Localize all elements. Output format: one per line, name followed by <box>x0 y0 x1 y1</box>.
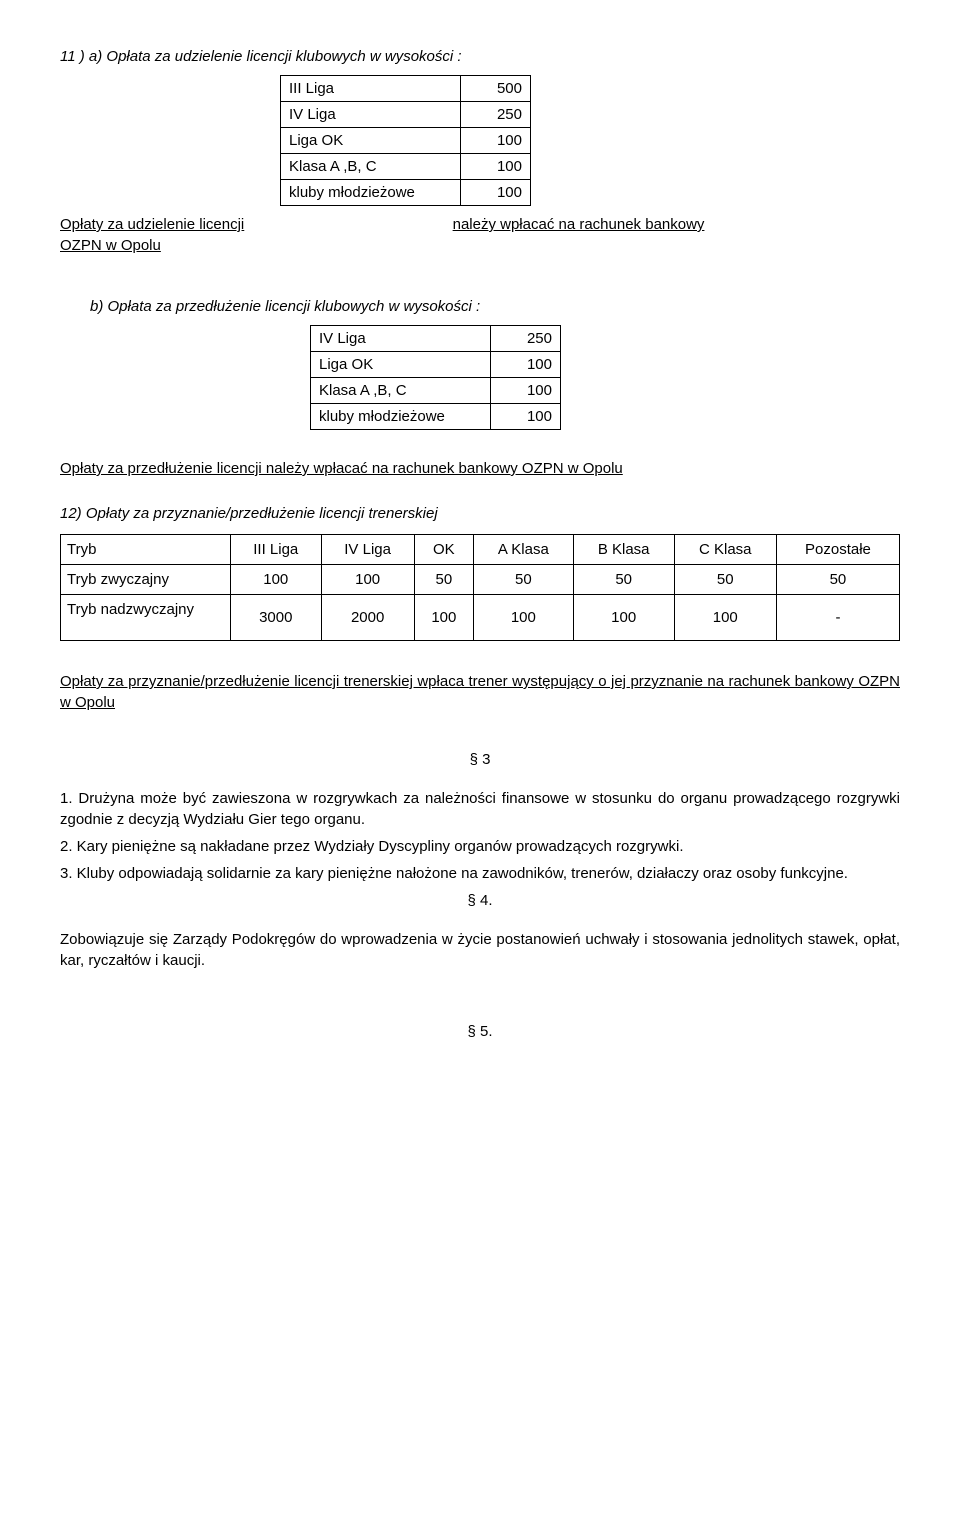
s3-heading: § 3 <box>60 749 900 770</box>
s12-table: Tryb III Liga IV Liga OK A Klasa B Klasa… <box>60 534 900 641</box>
cell: 100 <box>474 595 574 641</box>
cell: III Liga <box>281 76 461 102</box>
cell: 100 <box>231 565 322 595</box>
s11b-table: IV Liga250 Liga OK100 Klasa A ,B, C100 k… <box>310 325 561 430</box>
cell: kluby młodzieżowe <box>281 180 461 206</box>
cell: 100 <box>461 180 531 206</box>
cell: 50 <box>674 565 776 595</box>
th: Tryb <box>61 535 231 565</box>
s11a-table: III Liga500 IV Liga250 Liga OK100 Klasa … <box>280 75 531 206</box>
s3-item: 2. Kary pieniężne są nakładane przez Wyd… <box>60 836 900 857</box>
th: A Klasa <box>474 535 574 565</box>
cell: Tryb zwyczajny <box>61 565 231 595</box>
cell: 50 <box>414 565 473 595</box>
cell: 50 <box>776 565 899 595</box>
section-11b: b) Opłata za przedłużenie licencji klubo… <box>90 296 900 430</box>
s11b-title: b) Opłata za przedłużenie licencji klubo… <box>90 296 900 317</box>
s11b-note: Opłaty za przedłużenie licencji należy w… <box>60 458 900 479</box>
cell: 100 <box>321 565 414 595</box>
cell: IV Liga <box>311 326 491 352</box>
section-11a: 11 ) a) Opłata za udzielenie licencji kl… <box>60 46 900 256</box>
cell: 2000 <box>321 595 414 641</box>
cell: 100 <box>491 352 561 378</box>
cell: 50 <box>573 565 674 595</box>
cell: Klasa A ,B, C <box>311 378 491 404</box>
th: IV Liga <box>321 535 414 565</box>
s5-heading: § 5. <box>60 1021 900 1042</box>
cell: IV Liga <box>281 102 461 128</box>
s11a-title: 11 ) a) Opłata za udzielenie licencji kl… <box>60 46 900 67</box>
cell: 500 <box>461 76 531 102</box>
cell: Liga OK <box>281 128 461 154</box>
th: C Klasa <box>674 535 776 565</box>
s11a-note: Opłaty za udzielenie licencji należy wpł… <box>60 214 900 235</box>
s3-item: 1. Drużyna może być zawieszona w rozgryw… <box>60 788 900 830</box>
s12-note: Opłaty za przyznanie/przedłużenie licenc… <box>60 671 900 713</box>
cell: Tryb nadzwyczajny <box>61 595 231 641</box>
s4-heading: § 4. <box>60 890 900 911</box>
cell: 50 <box>474 565 574 595</box>
section-12: 12) Opłaty za przyznanie/przedłużenie li… <box>60 503 900 641</box>
cell: - <box>776 595 899 641</box>
th: III Liga <box>231 535 322 565</box>
s11a-note-left2: OZPN w Opolu <box>60 235 900 256</box>
cell: 250 <box>491 326 561 352</box>
cell: 100 <box>674 595 776 641</box>
cell: 100 <box>414 595 473 641</box>
cell: Klasa A ,B, C <box>281 154 461 180</box>
th: OK <box>414 535 473 565</box>
s11a-note-left: Opłaty za udzielenie licencji <box>60 216 244 233</box>
s12-title: 12) Opłaty za przyznanie/przedłużenie li… <box>60 503 900 524</box>
s11a-note-right: należy wpłacać na rachunek bankowy <box>453 216 705 233</box>
cell: 100 <box>461 128 531 154</box>
cell: 100 <box>491 404 561 430</box>
th: B Klasa <box>573 535 674 565</box>
cell: 3000 <box>231 595 322 641</box>
cell: 100 <box>461 154 531 180</box>
cell: kluby młodzieżowe <box>311 404 491 430</box>
cell: 100 <box>491 378 561 404</box>
s3-item: 3. Kluby odpowiadają solidarnie za kary … <box>60 863 900 884</box>
cell: 100 <box>573 595 674 641</box>
th: Pozostałe <box>776 535 899 565</box>
cell: Liga OK <box>311 352 491 378</box>
cell: 250 <box>461 102 531 128</box>
s4-text: Zobowiązuje się Zarządy Podokręgów do wp… <box>60 929 900 971</box>
